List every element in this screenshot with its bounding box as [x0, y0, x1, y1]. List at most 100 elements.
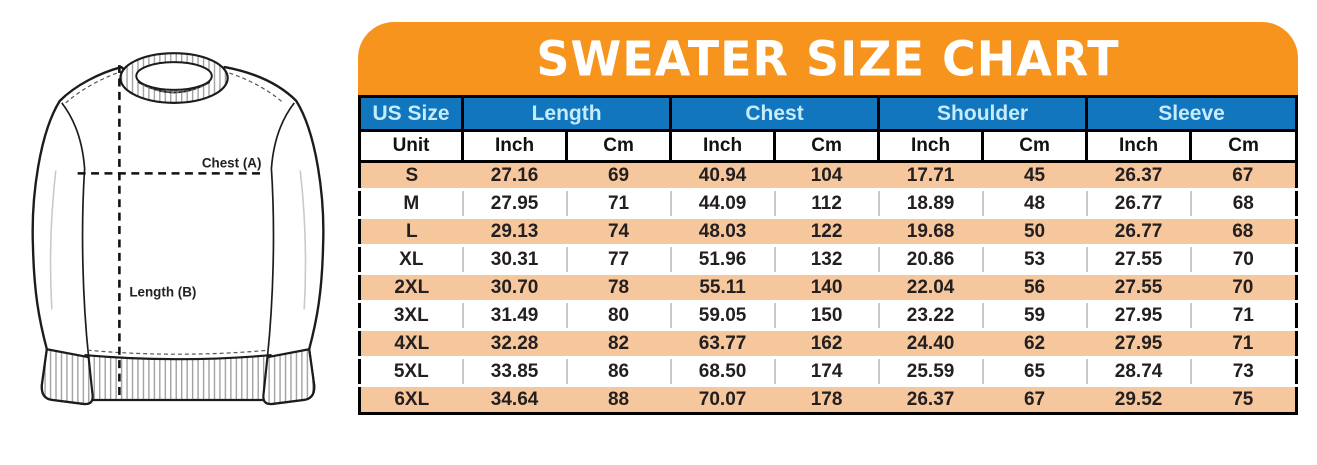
value-cell: 68.50 — [669, 356, 775, 386]
value-cell: 71 — [1190, 328, 1297, 358]
value-cell: 82 — [566, 328, 671, 358]
value-cell: 29.13 — [462, 216, 567, 246]
value-cell: 27.55 — [1086, 272, 1191, 302]
value-cell: 27.95 — [1085, 300, 1191, 330]
value-cell: 27.55 — [1085, 244, 1191, 274]
value-cell: 122 — [774, 216, 879, 246]
unit-header: Cm — [773, 129, 881, 163]
unit-header: Cm — [981, 129, 1089, 163]
value-cell: 27.16 — [462, 160, 567, 190]
table-row-s: S 27.16 69 40.94 104 17.71 45 26.37 67 — [359, 160, 1297, 190]
value-cell: 30.31 — [461, 244, 567, 274]
value-cell: 112 — [773, 188, 879, 218]
value-cell: 71 — [1189, 300, 1297, 330]
size-table: US Size Length Chest Shoulder Sleeve Uni… — [357, 95, 1298, 415]
size-cell: 3XL — [359, 300, 463, 330]
value-cell: 71 — [565, 188, 671, 218]
sweater-diagram: Chest (A) Length (B) — [26, 50, 334, 416]
value-cell: 80 — [565, 300, 671, 330]
value-cell: 174 — [773, 356, 879, 386]
value-cell: 30.70 — [462, 272, 567, 302]
value-cell: 20.86 — [877, 244, 983, 274]
size-cell: XL — [359, 244, 463, 274]
unit-header: Cm — [1189, 129, 1298, 163]
value-cell: 62 — [982, 328, 1087, 358]
sleeve-group-header: Sleeve — [1085, 95, 1298, 132]
sweater-drawing: Chest (A) Length (B) — [31, 52, 325, 406]
value-cell: 55.11 — [670, 272, 775, 302]
value-cell: 28.74 — [1085, 356, 1191, 386]
size-cell: 2XL — [359, 272, 463, 302]
value-cell: 25.59 — [877, 356, 983, 386]
value-cell: 162 — [774, 328, 879, 358]
value-cell: 27.95 — [1086, 328, 1191, 358]
size-cell: M — [359, 188, 463, 218]
value-cell: 78 — [566, 272, 671, 302]
value-cell: 150 — [773, 300, 879, 330]
size-cell: L — [359, 216, 463, 246]
value-cell: 29.52 — [1086, 384, 1191, 414]
value-cell: 26.77 — [1085, 188, 1191, 218]
value-cell: 51.96 — [669, 244, 775, 274]
chest-group-header: Chest — [669, 95, 881, 132]
value-cell: 26.37 — [878, 384, 983, 414]
table-row-3xl: 3XL 31.49 80 59.05 150 23.22 59 27.95 71 — [359, 300, 1297, 330]
unit-label: Unit — [357, 129, 465, 163]
value-cell: 63.77 — [670, 328, 775, 358]
value-cell: 33.85 — [461, 356, 567, 386]
value-cell: 70 — [1190, 272, 1297, 302]
page-title: SWEATER SIZE CHART — [536, 30, 1120, 87]
table-row-xl: XL 30.31 77 51.96 132 20.86 53 27.55 70 — [359, 244, 1297, 274]
value-cell: 19.68 — [878, 216, 983, 246]
value-cell: 56 — [982, 272, 1087, 302]
unit-header: Inch — [877, 129, 985, 163]
size-cell: 6XL — [359, 384, 463, 414]
value-cell: 67 — [1190, 160, 1297, 190]
table-row-m: M 27.95 71 44.09 112 18.89 48 26.77 68 — [359, 188, 1297, 218]
value-cell: 48 — [981, 188, 1087, 218]
chest-label: Chest (A) — [202, 155, 262, 170]
value-cell: 104 — [774, 160, 879, 190]
value-cell: 75 — [1190, 384, 1297, 414]
value-cell: 74 — [566, 216, 671, 246]
value-cell: 45 — [982, 160, 1087, 190]
value-cell: 67 — [982, 384, 1087, 414]
value-cell: 23.22 — [877, 300, 983, 330]
value-cell: 140 — [774, 272, 879, 302]
size-cell: 5XL — [359, 356, 463, 386]
us-size-header: US Size — [357, 95, 465, 132]
size-chart-panel: SWEATER SIZE CHART US Size Length Chest … — [357, 22, 1298, 415]
value-cell: 88 — [566, 384, 671, 414]
right-cuff-ribbing — [262, 347, 316, 406]
length-group-header: Length — [461, 95, 673, 132]
value-cell: 31.49 — [461, 300, 567, 330]
table-row-5xl: 5XL 33.85 86 68.50 174 25.59 65 28.74 73 — [359, 356, 1297, 386]
value-cell: 40.94 — [670, 160, 775, 190]
value-cell: 17.71 — [878, 160, 983, 190]
chart-title-banner: SWEATER SIZE CHART — [358, 22, 1298, 95]
value-cell: 53 — [981, 244, 1087, 274]
value-cell: 68 — [1189, 188, 1297, 218]
value-cell: 34.64 — [462, 384, 567, 414]
value-cell: 24.40 — [878, 328, 983, 358]
table-row-2xl: 2XL 30.70 78 55.11 140 22.04 56 27.55 70 — [359, 272, 1297, 302]
value-cell: 178 — [774, 384, 879, 414]
shoulder-group-header: Shoulder — [877, 95, 1089, 132]
value-cell: 59 — [981, 300, 1087, 330]
value-cell: 44.09 — [669, 188, 775, 218]
size-cell: 4XL — [359, 328, 463, 358]
value-cell: 69 — [566, 160, 671, 190]
unit-header: Inch — [669, 129, 777, 163]
value-cell: 26.37 — [1086, 160, 1191, 190]
table-group-header-row: US Size Length Chest Shoulder Sleeve — [357, 95, 1298, 132]
value-cell: 26.77 — [1086, 216, 1191, 246]
unit-header: Cm — [565, 129, 673, 163]
value-cell: 27.95 — [461, 188, 567, 218]
left-cuff-ribbing — [40, 347, 94, 406]
value-cell: 50 — [982, 216, 1087, 246]
table-row-4xl: 4XL 32.28 82 63.77 162 24.40 62 27.95 71 — [359, 328, 1297, 358]
unit-header: Inch — [1085, 129, 1193, 163]
value-cell: 65 — [981, 356, 1087, 386]
value-cell: 77 — [565, 244, 671, 274]
